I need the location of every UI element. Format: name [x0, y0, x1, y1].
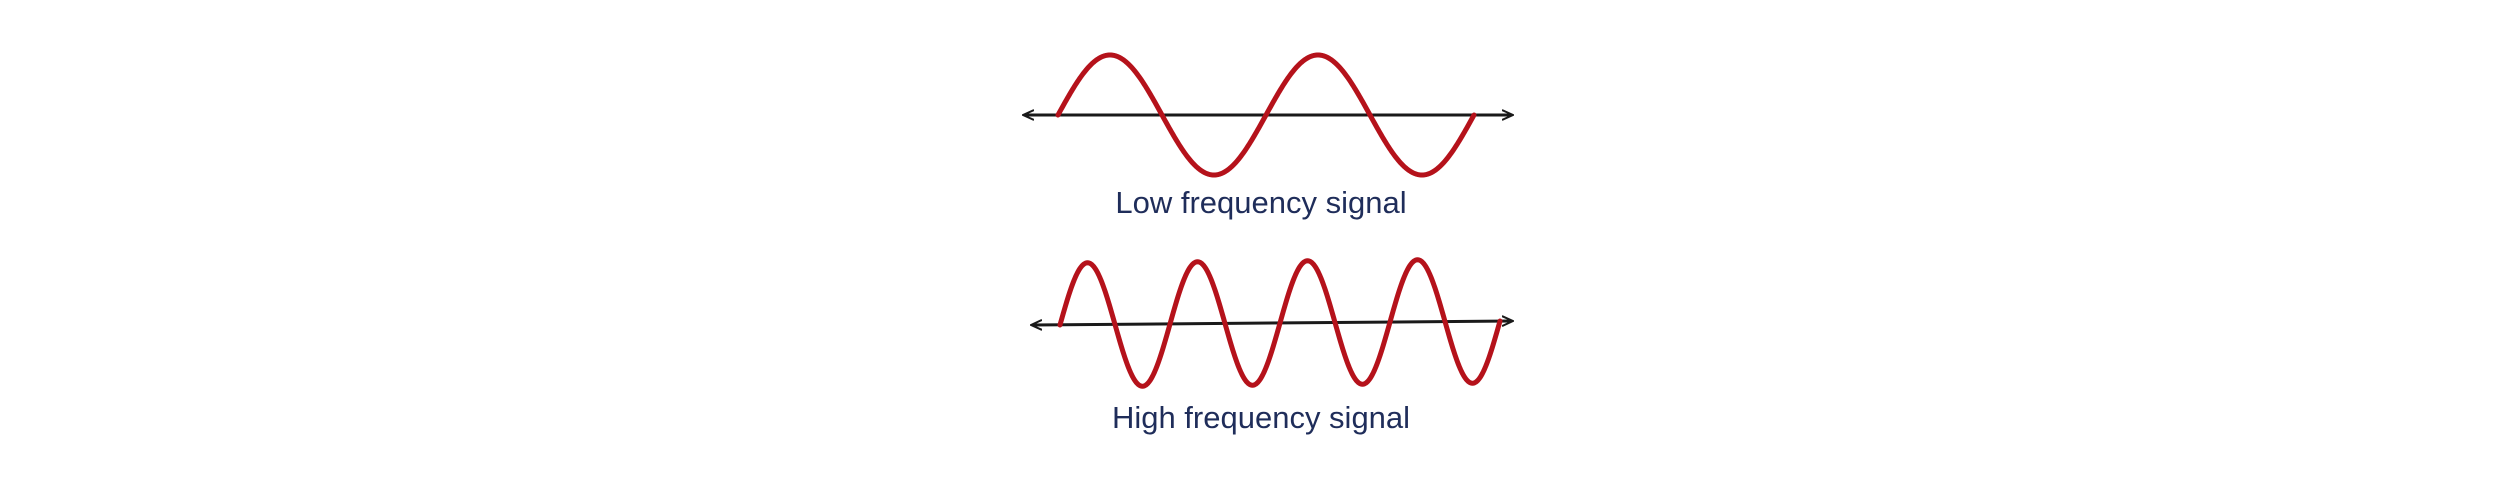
high-frequency-caption: High frequency signal — [1111, 400, 1411, 435]
low-frequency-panel — [1024, 52, 1512, 178]
low-frequency-caption: Low frequency signal — [1115, 185, 1407, 220]
low-frequency-wave — [1055, 52, 1477, 178]
high-frequency-axis — [1032, 321, 1512, 325]
high-frequency-panel — [1032, 257, 1512, 389]
high-frequency-wave — [1057, 257, 1503, 389]
